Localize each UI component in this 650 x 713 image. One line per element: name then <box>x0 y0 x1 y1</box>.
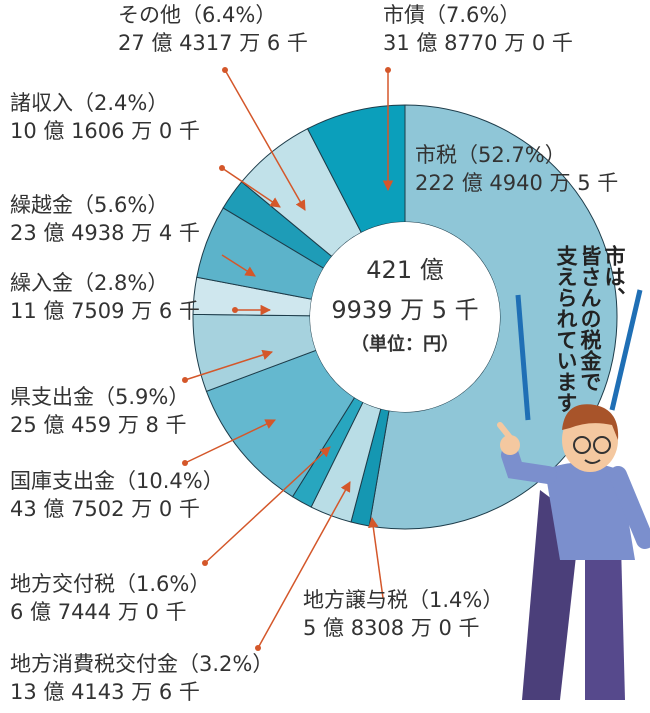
amount-label: 43 億 7502 万 0 千 <box>10 497 200 521</box>
slice-label: 地方交付税（1.6%） <box>10 572 210 596</box>
unit-label: （単位：円） <box>351 333 459 355</box>
slice-label: 県支出金（5.9%） <box>10 385 189 409</box>
speech-text: 皆さんの税金で <box>578 244 603 392</box>
amount-label: 13 億 4143 万 6 千 <box>10 680 200 704</box>
slice-label: 地方譲与税（1.4%） <box>303 588 503 612</box>
amount-label: 6 億 7444 万 0 千 <box>10 600 187 624</box>
category-name: 市債 <box>383 3 425 27</box>
speech-text: 市は、 <box>602 244 626 308</box>
category-name: 地方消費税交付金 <box>10 652 178 676</box>
amount-label: 23 億 4938 万 4 千 <box>10 221 200 245</box>
percent-label: （7.6%） <box>425 3 520 27</box>
amount-label: 31 億 8770 万 0 千 <box>383 31 573 55</box>
amount-label: 11 億 7509 万 6 千 <box>10 299 200 323</box>
percent-label: （6.4%） <box>181 3 276 27</box>
percent-label: （1.6%） <box>115 572 210 596</box>
slice-label: 繰入金（2.8%） <box>10 271 168 295</box>
slice-label: 国庫支出金（10.4%） <box>10 469 224 493</box>
percent-label: （52.7%） <box>457 143 566 167</box>
amount-label: 5 億 8308 万 0 千 <box>303 616 480 640</box>
amount-label: 25 億 459 万 8 千 <box>10 413 187 437</box>
slice-label: 繰越金（5.6%） <box>10 193 168 217</box>
slice-label: 諸収入（2.4%） <box>10 91 168 115</box>
percent-label: （1.4%） <box>408 588 503 612</box>
arrows <box>182 67 394 651</box>
amount-label: 10 億 1606 万 0 千 <box>10 119 200 143</box>
percent-label: （2.8%） <box>73 271 168 295</box>
category-name: その他 <box>118 3 181 27</box>
character <box>497 404 650 700</box>
percent-label: （5.6%） <box>73 193 168 217</box>
category-name: 諸収入 <box>10 91 73 115</box>
amount-label: 27 億 4317 万 6 千 <box>118 31 308 55</box>
slice-label: 市税（52.7%） <box>415 143 566 167</box>
category-name: 繰越金 <box>10 193 73 217</box>
total-line: 9939 万 5 千 <box>331 296 478 324</box>
percent-label: （3.2%） <box>178 652 273 676</box>
category-name: 市税 <box>415 143 457 167</box>
percent-label: （5.9%） <box>94 385 189 409</box>
category-name: 地方譲与税 <box>303 588 408 612</box>
slice-label: 地方消費税交付金（3.2%） <box>10 652 273 676</box>
category-name: 県支出金 <box>10 385 94 409</box>
donut-hole <box>310 222 500 412</box>
percent-label: （2.4%） <box>73 91 168 115</box>
donut <box>192 104 618 530</box>
percent-label: （10.4%） <box>115 469 224 493</box>
slice-label: 市債（7.6%） <box>383 3 520 27</box>
category-name: 国庫支出金 <box>10 469 115 493</box>
category-name: 繰入金 <box>10 271 73 295</box>
total-line: 421 億 <box>366 256 443 284</box>
slice-label: その他（6.4%） <box>118 3 276 27</box>
amount-label: 222 億 4940 万 5 千 <box>415 171 618 195</box>
speech-bubble: 市は、 皆さんの税金で 支えられています <box>515 244 643 421</box>
speech-text: 支えられています <box>554 245 578 413</box>
category-name: 地方交付税 <box>10 572 115 596</box>
